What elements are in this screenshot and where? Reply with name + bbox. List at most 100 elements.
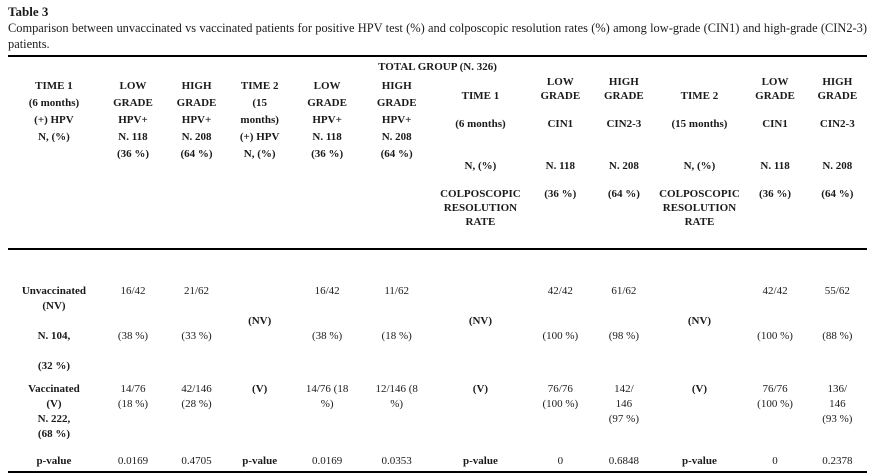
cell-line: (68 %) xyxy=(37,428,70,440)
cell-line: N. 208 xyxy=(608,160,639,172)
cell-unvaccinated-3: 21/62 (33 %) xyxy=(166,284,227,374)
cell-line: LOW xyxy=(546,76,574,88)
cell-line: 14/76 xyxy=(120,383,146,395)
cell-line: HIGH xyxy=(181,80,212,92)
cell-line: (18 %) xyxy=(117,398,149,410)
cell-line: RESOLUTION xyxy=(443,202,518,214)
cell-line: 146 xyxy=(615,398,633,410)
cell-line: RATE xyxy=(465,216,496,228)
cell-vaccinated-5: 14/76 (18%) xyxy=(292,382,362,442)
cell-line: (NV) xyxy=(42,300,66,312)
cell-p-value-8: 0 xyxy=(529,454,591,469)
cell-line: (V) xyxy=(252,383,268,395)
cell-line: p-value xyxy=(682,455,717,467)
cell-line xyxy=(810,131,865,145)
cell-line: TIME 2 xyxy=(240,80,279,92)
cell-line: N. 118 xyxy=(760,160,790,172)
cell-vaccinated-7: (V) xyxy=(431,382,529,442)
cell-line: p-value xyxy=(463,455,498,467)
header-cell-1: TIME 1 (6 months) (+) HPV N, (%) xyxy=(8,75,100,248)
cell-p-value-6: 0.0353 xyxy=(362,454,432,469)
cell-line: 55/62 xyxy=(824,285,850,297)
cell-line: (6 months) xyxy=(28,97,80,109)
cell-line xyxy=(744,314,805,329)
cell-unvaccinated-10: (NV) xyxy=(657,284,743,374)
cell-line xyxy=(433,145,527,159)
cell-p-value-7: p-value xyxy=(431,454,529,469)
cell-line xyxy=(593,103,654,117)
cell-line: (+) HPV xyxy=(34,114,74,126)
table-caption: Comparison between unvaccinated vs vacci… xyxy=(8,21,867,51)
cell-p-value-1: p-value xyxy=(8,454,100,469)
table-label: Table 3 xyxy=(8,4,49,19)
cell-p-value-9: 0.6848 xyxy=(591,454,656,469)
cell-line: N. 104, xyxy=(37,330,71,342)
cell-vaccinated-4: (V) xyxy=(227,382,292,442)
cell-line: (V) xyxy=(691,383,708,395)
cell-p-value-11: 0 xyxy=(742,454,807,469)
cell-line xyxy=(810,103,865,117)
cell-line xyxy=(531,145,589,159)
cell-line xyxy=(744,131,805,145)
cell-line: (+) HPV xyxy=(239,131,280,143)
cell-line xyxy=(744,145,805,159)
cell-line xyxy=(810,173,865,187)
cell-line: Vaccinated xyxy=(28,383,80,395)
cell-line: TIME 1 xyxy=(461,90,500,102)
table-3: TOTAL GROUP (N. 326) TIME 1 (6 months) (+)… xyxy=(8,55,867,473)
cell-line: LOW xyxy=(119,80,147,92)
cell-line: 0 xyxy=(557,455,564,467)
header-cell-12: HIGH GRADE CIN2-3 N. 208 (64 %) xyxy=(808,75,867,248)
cell-line: N, (%) xyxy=(243,148,276,160)
cell-line: GRADE xyxy=(604,90,644,102)
cell-p-value-4: p-value xyxy=(227,454,292,469)
cell-line: HIGH xyxy=(381,80,412,92)
cell-line: 0.0169 xyxy=(311,455,343,467)
cell-line xyxy=(10,344,98,359)
cell-line: 146 xyxy=(829,398,846,410)
cell-vaccinated-9: 142/146 (97 %) xyxy=(591,382,656,442)
cell-vaccinated-1: Vaccinated (V) N. 222, (68 %) xyxy=(8,382,100,442)
cell-line: Unvaccinated xyxy=(21,285,87,297)
header-cell-5: LOW GRADE HPV+ N. 118 (36 %) xyxy=(292,75,362,248)
cell-line: LOW xyxy=(761,76,789,88)
cell-line xyxy=(810,299,865,314)
cell-line xyxy=(659,284,741,299)
cell-line: CIN2-3 xyxy=(606,118,642,130)
cell-line: GRADE xyxy=(307,97,347,109)
cell-p-value-2: 0.0169 xyxy=(100,454,166,469)
cell-line xyxy=(433,299,527,314)
cell-line: (93 %) xyxy=(822,413,853,425)
cell-line: 42/146 xyxy=(181,383,212,395)
cell-vaccinated-11: 76/76 (100 %) xyxy=(742,382,807,442)
cell-vaccinated-10: (V) xyxy=(657,382,743,442)
cell-line: 136/ xyxy=(827,383,848,395)
cell-line: (V) xyxy=(472,383,489,395)
table-row-unvaccinated: Unvaccinated (NV) N. 104, (32 %) 16/42 (38… xyxy=(8,250,867,374)
cell-vaccinated-3: 42/146 (28 %) xyxy=(166,382,227,442)
cell-line: (97 %) xyxy=(608,413,639,425)
cell-line xyxy=(294,314,360,329)
table-body: Unvaccinated (NV) N. 104, (32 %) 16/42 (38… xyxy=(8,250,867,471)
cell-line xyxy=(810,314,865,329)
cell-line: N. 118 xyxy=(545,160,575,172)
cell-line: N. 118 xyxy=(118,131,148,143)
cell-line: (18 %) xyxy=(381,330,412,342)
header-cell-2: LOW GRADE HPV+ N. 118 (36 %) xyxy=(100,75,166,248)
cell-line: RATE xyxy=(684,216,715,228)
cell-line: (100 %) xyxy=(757,398,793,410)
cell-line: CIN1 xyxy=(547,118,574,130)
cell-line: (100 %) xyxy=(757,330,793,342)
cell-line: 11/62 xyxy=(384,285,409,297)
cell-line xyxy=(531,131,589,145)
cell-unvaccinated-1: Unvaccinated (NV) N. 104, (32 %) xyxy=(8,284,100,374)
cell-line: (64 %) xyxy=(180,148,213,160)
cell-line: COLPOSCOPIC xyxy=(659,188,740,200)
cell-line: 0.0353 xyxy=(381,455,412,467)
cell-line: 76/76 xyxy=(547,383,573,395)
cell-line xyxy=(593,131,654,145)
table-row-p-value: p-value 0.0169 0.4705 p-value 0.0169 0.0353 p-… xyxy=(8,454,867,471)
cell-line xyxy=(659,131,741,145)
cell-line: (V) xyxy=(46,398,62,410)
cell-line xyxy=(810,145,865,159)
